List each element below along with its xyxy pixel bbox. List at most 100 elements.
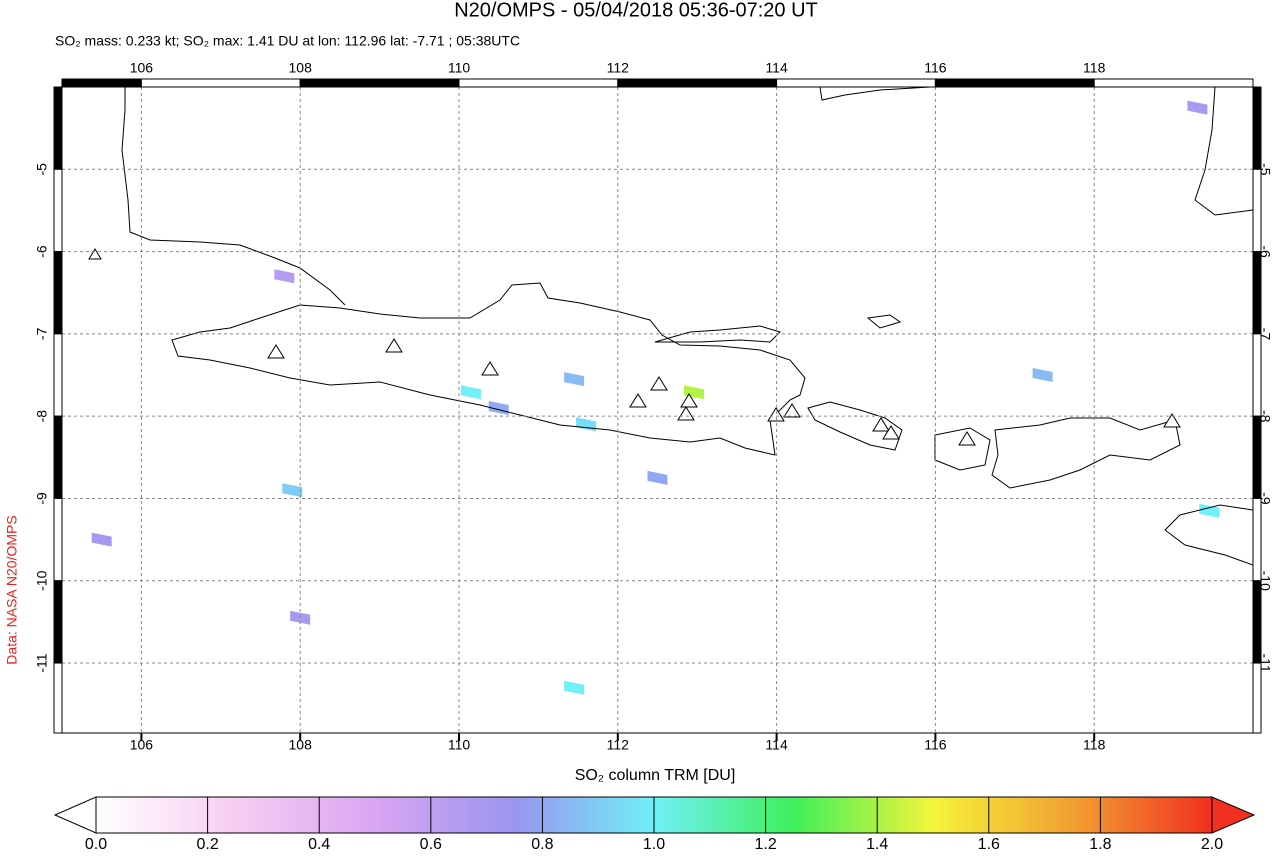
x-tick-label: 112 (607, 60, 630, 76)
y-tick-label: -10 (34, 570, 50, 590)
pixel-layer (91, 100, 1220, 695)
frame-bar (61, 78, 142, 88)
frame-bar (53, 333, 63, 417)
frame-bar (617, 78, 778, 88)
colorbar-under (53, 796, 97, 834)
frame-bar (1252, 333, 1262, 417)
x-tick-label: 114 (765, 60, 788, 76)
sumbawa-coast (991, 417, 1181, 489)
volcano (629, 393, 647, 408)
so2-pixel (460, 385, 481, 400)
frame-bar (53, 580, 63, 664)
frame-bar (1252, 497, 1262, 582)
so2-pixel (91, 532, 112, 547)
x-tick-label: 110 (448, 60, 471, 76)
x-tick-label: 108 (289, 60, 313, 76)
volcano (882, 425, 900, 440)
bawean-coast (866, 314, 902, 329)
credit: Data: NASA N20/OMPS (4, 515, 20, 664)
so2-pixel (274, 269, 295, 284)
subtitle: SO₂ mass: 0.233 kt; SO₂ max: 1.41 DU at … (55, 33, 520, 49)
volcano (88, 248, 102, 260)
x-tick-label: 116 (924, 60, 947, 76)
frame-bar (1252, 662, 1262, 734)
volcano (650, 376, 668, 391)
x-tick-label: 118 (1083, 737, 1106, 753)
so2-pixel (647, 470, 668, 485)
colorbar-over (1211, 796, 1256, 834)
colorbar-tick-label: 0.2 (196, 836, 218, 853)
borneo-coast (819, 87, 1253, 216)
lombok-coast (934, 427, 991, 471)
volcano (267, 344, 285, 359)
x-tick-label: 110 (448, 737, 471, 753)
volcano (767, 407, 785, 422)
frame-bar (934, 78, 1095, 88)
y-tick-label: -11 (34, 653, 50, 672)
frame-bar (53, 86, 63, 170)
frame-bar (1252, 86, 1262, 170)
x-tick-label: 106 (130, 737, 154, 753)
colorbar-tick-label: 0.0 (85, 836, 107, 853)
y-tick-label: -9 (34, 492, 50, 505)
sumatra-coast (121, 87, 346, 306)
frame-bar (458, 78, 619, 88)
y-tick-label: -8 (1257, 410, 1272, 423)
y-tick-label: -5 (1257, 163, 1272, 176)
frame-bar (1252, 251, 1262, 335)
so2-pixel (1187, 100, 1208, 115)
colorbar-tick-label: 1.8 (1089, 836, 1111, 853)
colorbar-tick-label: 0.6 (420, 836, 442, 853)
y-tick-label: -10 (1257, 571, 1272, 591)
so2-pixel (576, 417, 597, 432)
frame-bar (1252, 415, 1262, 499)
volcanoes (88, 248, 1181, 446)
frame-bar (1252, 168, 1262, 253)
colorbar-tick-label: 2.0 (1201, 836, 1223, 853)
x-tick-label: 106 (130, 60, 154, 76)
frame-bar (53, 662, 63, 734)
colorbar-tick-label: 1.2 (754, 836, 776, 853)
map-frame (53, 78, 1262, 741)
volcano (783, 403, 801, 418)
volcano (1163, 413, 1181, 428)
y-tick-label: -6 (1257, 245, 1272, 258)
y-tick-label: -9 (1257, 492, 1272, 505)
so2-pixel (564, 372, 585, 387)
y-tick-label: -7 (1257, 328, 1272, 341)
frame-bar (53, 497, 63, 582)
map-border (61, 86, 1254, 734)
bali-coast (807, 401, 903, 451)
y-tick-label: -11 (1257, 653, 1272, 672)
y-tick-label: -6 (34, 245, 50, 258)
madura-coast (654, 325, 781, 343)
volcano (872, 417, 890, 432)
x-tick-label: 112 (607, 737, 630, 753)
colorbar-tick-label: 0.4 (308, 836, 330, 853)
colorbar-tick-label: 1.6 (978, 836, 1000, 853)
volcano (481, 361, 499, 376)
volcano (677, 406, 695, 421)
x-tick-label: 114 (765, 737, 788, 753)
x-tick-label: 108 (289, 737, 313, 753)
so2-pixel (1199, 503, 1220, 518)
title: N20/OMPS - 05/04/2018 05:36-07:20 UT (454, 0, 818, 21)
colorbar-label: SO₂ column TRM [DU] (575, 767, 736, 784)
so2-pixel (564, 680, 585, 695)
x-tick-label: 118 (1083, 60, 1106, 76)
y-tick-label: -5 (34, 163, 50, 176)
x-tick-label: 116 (924, 737, 947, 753)
frame-bar (776, 78, 936, 88)
so2-pixel (488, 400, 509, 415)
java-coast (171, 282, 806, 456)
colorbar-tick-label: 1.0 (643, 836, 665, 853)
coastlines (121, 87, 1253, 566)
sumba-coast (1164, 504, 1253, 566)
volcano (385, 338, 403, 353)
colorbar-tick-label: 1.4 (866, 836, 888, 853)
frame-bar (140, 78, 301, 88)
so2-pixel (1032, 368, 1053, 383)
colorbar-tick-label: 0.8 (531, 836, 553, 853)
frame-bar (53, 168, 63, 253)
